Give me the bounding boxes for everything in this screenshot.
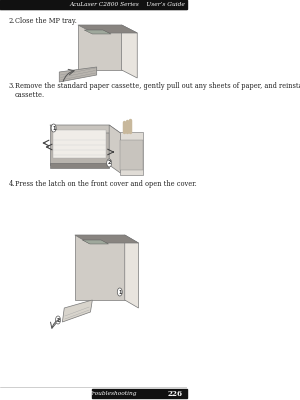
Text: 226: 226 — [167, 390, 182, 398]
Polygon shape — [75, 235, 139, 243]
Text: Close the MP tray.: Close the MP tray. — [15, 17, 77, 25]
Polygon shape — [82, 240, 109, 244]
Circle shape — [107, 159, 112, 167]
Polygon shape — [109, 125, 120, 173]
Text: 2.: 2. — [9, 17, 15, 25]
Polygon shape — [78, 25, 137, 33]
Polygon shape — [53, 130, 106, 158]
Polygon shape — [122, 25, 137, 78]
Text: Press the latch on the front cover and open the cover.: Press the latch on the front cover and o… — [15, 180, 197, 188]
Polygon shape — [50, 125, 120, 133]
Polygon shape — [125, 235, 139, 308]
Circle shape — [51, 124, 56, 132]
Bar — [92, 389, 187, 398]
Bar — [120, 140, 143, 170]
Text: 1: 1 — [118, 290, 122, 294]
Polygon shape — [75, 235, 125, 300]
Polygon shape — [84, 30, 111, 34]
Text: Remove the standard paper cassette, gently pull out any sheets of paper, and rei: Remove the standard paper cassette, gent… — [15, 82, 300, 99]
Text: AcuLaser C2800 Series    User’s Guide: AcuLaser C2800 Series User’s Guide — [69, 2, 185, 7]
Circle shape — [117, 288, 122, 296]
Polygon shape — [50, 125, 109, 165]
Polygon shape — [120, 132, 143, 175]
Polygon shape — [62, 300, 92, 322]
Polygon shape — [78, 25, 122, 70]
Text: 2: 2 — [56, 318, 60, 322]
Text: 2: 2 — [107, 160, 111, 166]
Polygon shape — [59, 67, 97, 82]
Text: 1: 1 — [52, 126, 55, 130]
Bar — [50, 163, 109, 168]
Text: 4.: 4. — [9, 180, 15, 188]
Circle shape — [56, 316, 61, 324]
Text: Troubleshooting: Troubleshooting — [89, 391, 137, 396]
Text: 3.: 3. — [9, 82, 15, 90]
Bar — [0, 0, 187, 9]
